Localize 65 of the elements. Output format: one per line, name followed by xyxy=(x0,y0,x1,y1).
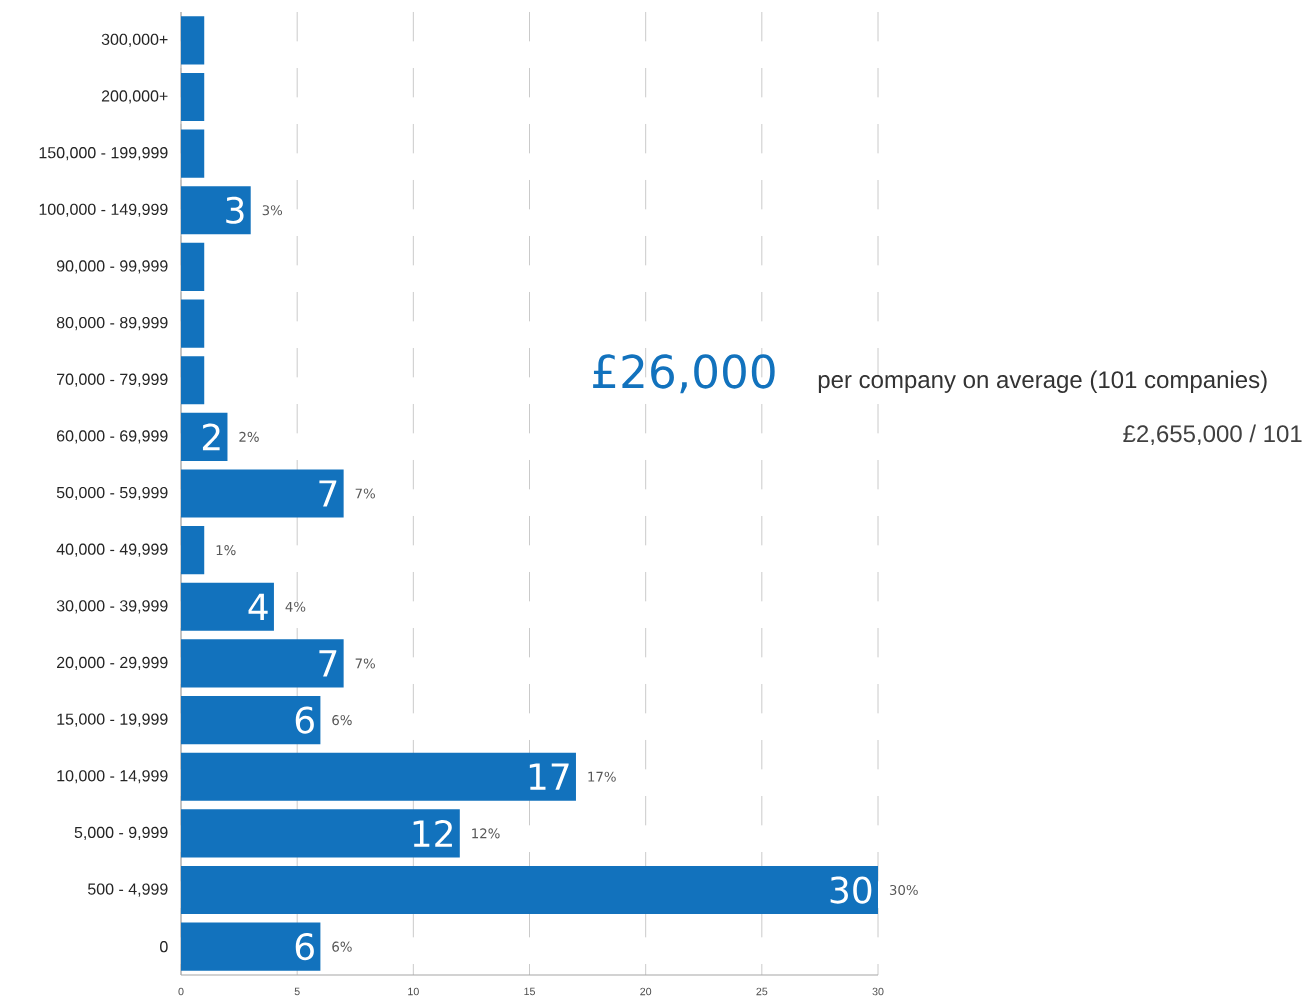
y-tick-label: 20,000 - 29,999 xyxy=(57,656,168,671)
bar xyxy=(181,922,321,971)
annotation: 4% xyxy=(285,601,306,612)
annotation: 2% xyxy=(239,431,259,442)
y-tick-label: 100,000 - 149,999 xyxy=(39,203,168,217)
data-label: 7 xyxy=(319,480,337,507)
data-label: 4 xyxy=(248,593,268,620)
y-tick-label: 15,000 - 19,999 xyxy=(57,713,168,727)
x-tick-label: 0 xyxy=(178,987,184,996)
annotation: 12% xyxy=(472,828,500,839)
annotation: 1% xyxy=(216,545,236,556)
bar xyxy=(181,299,205,348)
annotation: 7% xyxy=(355,488,375,499)
bar xyxy=(181,129,205,178)
bar xyxy=(181,469,344,518)
annotation: £26,000 xyxy=(593,354,775,394)
bar xyxy=(181,582,274,631)
bar xyxy=(181,696,321,745)
bar xyxy=(181,356,205,405)
data-label: 6 xyxy=(295,933,314,961)
y-tick-label: 50,000 - 59,999 xyxy=(56,486,168,501)
bar xyxy=(181,72,205,122)
data-label: 2 xyxy=(202,423,220,451)
y-tick-label: 150,000 - 199,999 xyxy=(39,147,168,161)
bar xyxy=(181,752,576,801)
y-tick-label: 40,000 - 49,999 xyxy=(56,543,168,557)
y-tick-label: 200,000+ xyxy=(101,90,168,104)
y-tick-label: 0 xyxy=(160,941,168,953)
annotation: 7% xyxy=(355,658,375,669)
x-tick-label: 25 xyxy=(756,987,768,996)
data-label: 3 xyxy=(226,196,244,224)
annotation: 6% xyxy=(332,941,352,952)
annotation: 17% xyxy=(588,771,616,782)
annotation: 30% xyxy=(889,884,918,896)
y-tick-label: 500 - 4,999 xyxy=(87,883,168,897)
annotation: 3% xyxy=(262,205,283,216)
x-tick-label: 5 xyxy=(294,987,300,996)
y-tick-label: 30,000 - 39,999 xyxy=(56,600,168,614)
bar xyxy=(181,186,251,235)
y-tick-label: 300,000+ xyxy=(101,33,168,47)
x-tick-label: 15 xyxy=(524,987,535,996)
y-tick-label: 90,000 - 99,999 xyxy=(56,260,168,274)
text: £2,655,000 / 101 xyxy=(1123,424,1302,446)
data-label: 30 xyxy=(830,876,872,904)
y-tick-label: 10,000 - 14,999 xyxy=(57,770,168,784)
bar xyxy=(181,242,205,291)
bar xyxy=(181,639,344,688)
bar xyxy=(181,809,460,858)
data-label: 7 xyxy=(319,650,337,677)
x-tick-label: 30 xyxy=(872,987,884,996)
bar xyxy=(181,412,228,461)
y-tick-label: 70,000 - 79,999 xyxy=(57,373,168,387)
bar xyxy=(181,526,205,575)
y-tick-label: 5,000 - 9,999 xyxy=(74,826,168,840)
annotation: 6% xyxy=(332,715,352,726)
data-label: 6 xyxy=(295,706,314,734)
x-tick-label: 20 xyxy=(640,987,652,996)
y-tick-label: 80,000 - 89,999 xyxy=(56,316,168,331)
x-tick-label: 10 xyxy=(408,987,419,996)
bar xyxy=(181,865,878,915)
bar xyxy=(181,16,205,65)
data-label: 17 xyxy=(529,763,569,790)
data-label: 12 xyxy=(413,820,452,847)
annotation: per company on average (101 companies) xyxy=(818,370,1267,393)
y-tick-label: 60,000 - 69,999 xyxy=(57,430,168,444)
